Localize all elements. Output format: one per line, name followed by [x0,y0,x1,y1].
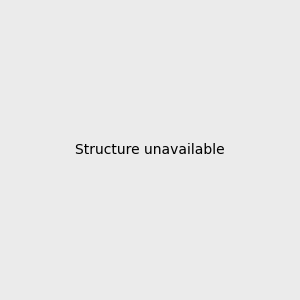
Text: Structure unavailable: Structure unavailable [75,143,225,157]
